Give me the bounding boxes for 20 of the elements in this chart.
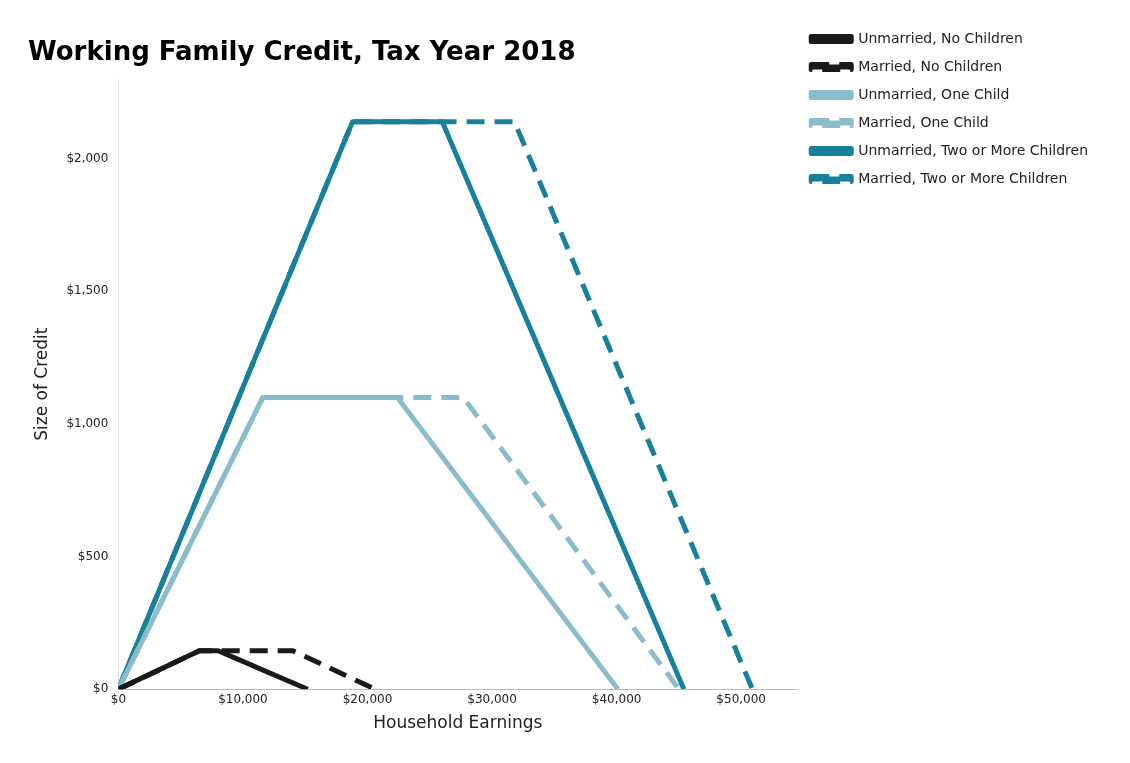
y-tick-label: $1,500 [66, 283, 109, 298]
y-tick-label: $0 [93, 681, 109, 696]
y-tick-label: $1,000 [66, 416, 109, 431]
x-tick-label: $0 [110, 691, 127, 706]
chart-title: Working Family Credit, Tax Year 2018 [28, 36, 576, 67]
x-tick-label: $30,000 [467, 691, 517, 706]
y-axis-title: Size of Credit [30, 327, 51, 441]
legend-label: Married, One Child [858, 113, 989, 130]
x-tick-label: $40,000 [591, 691, 642, 706]
legend-label: Unmarried, One Child [858, 85, 1010, 102]
legend-label: Married, No Children [858, 57, 1003, 74]
x-tick-label: $20,000 [342, 691, 393, 706]
y-tick-label: $2,000 [66, 150, 109, 165]
legend-label: Unmarried, No Children [858, 29, 1023, 46]
legend-label: Married, Two or More Children [858, 169, 1068, 186]
x-tick-label: $50,000 [716, 691, 766, 706]
y-tick-label: $500 [77, 548, 109, 563]
x-axis-title: Household Earnings [373, 712, 543, 733]
x-tick-label: $10,000 [218, 691, 268, 706]
legend-label: Unmarried, Two or More Children [858, 141, 1089, 158]
